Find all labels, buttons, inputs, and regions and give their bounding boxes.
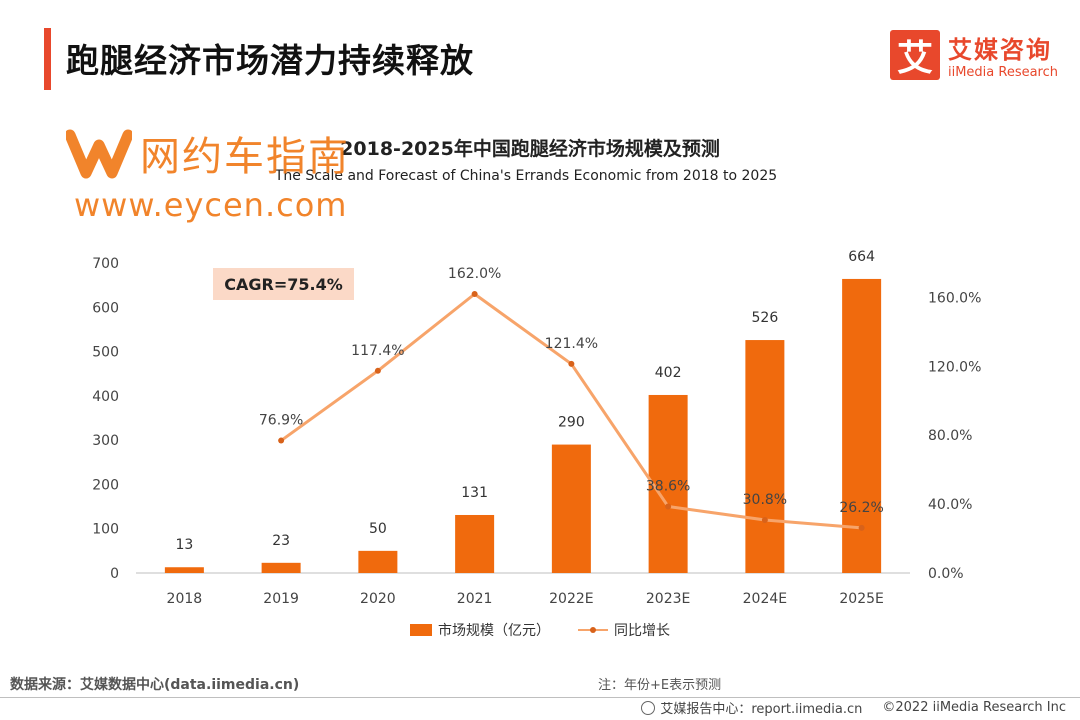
growth-label-2025E: 26.2% xyxy=(839,500,883,516)
copyright: ©2022 iiMedia Research Inc xyxy=(882,700,1066,715)
x-tick-label-0: 2018 xyxy=(167,591,203,607)
brand: 艾 艾媒咨询 iiMedia Research xyxy=(889,30,1058,80)
y2-tick-label-1: 40.0% xyxy=(928,497,972,513)
watermark-url: www.eycen.com xyxy=(74,186,348,224)
x-tick-label-6: 2024E xyxy=(743,591,787,607)
x-tick-label-2: 2020 xyxy=(360,591,396,607)
y2-tick-label-2: 80.0% xyxy=(928,428,972,444)
page-title: 跑腿经济市场潜力持续释放 xyxy=(66,41,474,80)
y2-tick-label-4: 160.0% xyxy=(928,290,981,306)
growth-label-2020: 117.4% xyxy=(351,343,404,359)
y-tick-label-4: 400 xyxy=(92,389,119,405)
growth-label-2024E: 30.8% xyxy=(743,492,787,508)
x-tick-label-7: 2025E xyxy=(839,591,883,607)
bar-2023E xyxy=(648,394,688,573)
watermark-brand-row: 网约车指南 xyxy=(66,124,350,182)
y-tick-label-6: 600 xyxy=(92,300,119,316)
growth-label-2021: 162.0% xyxy=(448,266,501,282)
x-tick-label-3: 2021 xyxy=(457,591,493,607)
forecast-note: 注：年份+E表示预测 xyxy=(598,678,722,693)
growth-point-2022E xyxy=(568,360,575,367)
report-center-icon xyxy=(641,700,656,715)
brand-name-en: iiMedia Research xyxy=(947,65,1058,80)
brand-name-cn: 艾媒咨询 xyxy=(947,36,1052,64)
growth-label-2023E: 38.6% xyxy=(646,479,690,495)
watermark: 网约车指南 www.eycen.com xyxy=(66,124,350,224)
y-tick-label-5: 500 xyxy=(92,345,119,361)
bar-label-2024E: 526 xyxy=(752,310,779,326)
bar-2019 xyxy=(261,562,301,573)
growth-label-2019: 76.9% xyxy=(259,413,303,429)
growth-point-2025E xyxy=(858,524,865,531)
legend-item-bar: 市场规模（亿元） xyxy=(410,620,550,640)
growth-point-2023E xyxy=(665,503,672,510)
y2-tick-label-0: 0.0% xyxy=(928,566,964,582)
brand-text: 艾媒咨询 iiMedia Research xyxy=(948,30,1058,80)
legend-label-line: 同比增长 xyxy=(614,623,670,639)
y-tick-label-2: 200 xyxy=(92,477,119,493)
y-tick-label-3: 300 xyxy=(92,433,119,449)
growth-point-2024E xyxy=(761,516,768,523)
bar-2022E xyxy=(551,444,591,573)
bar-label-2020: 50 xyxy=(369,521,387,537)
bar-2021 xyxy=(455,514,495,573)
bar-2020 xyxy=(358,550,398,573)
legend-swatch-bar xyxy=(410,624,432,636)
bar-label-2019: 23 xyxy=(272,533,290,549)
chart-subtitle: The Scale and Forecast of China's Errand… xyxy=(274,168,778,184)
report-center: 艾媒报告中心：report.iimedia.cn xyxy=(660,702,863,717)
bar-2025E xyxy=(842,278,882,573)
x-tick-label-1: 2019 xyxy=(263,591,299,607)
growth-point-2021 xyxy=(471,291,478,297)
legend: 市场规模（亿元） 同比增长 xyxy=(0,620,1080,640)
x-tick-label-5: 2023E xyxy=(646,591,690,607)
legend-swatch-line xyxy=(578,624,608,636)
title-accent-bar xyxy=(44,28,51,90)
legend-item-line: 同比增长 xyxy=(578,620,670,640)
brand-logo: 艾 xyxy=(889,30,940,80)
chart-title: 2018-2025年中国跑腿经济市场规模及预测 xyxy=(340,138,720,160)
x-tick-label-4: 2022E xyxy=(549,591,593,607)
y-tick-label-1: 100 xyxy=(92,522,119,538)
growth-label-2022E: 121.4% xyxy=(545,336,598,352)
data-source: 数据来源：艾媒数据中心(data.iimedia.cn) xyxy=(10,677,300,693)
y-tick-label-7: 700 xyxy=(92,256,119,272)
footer-divider xyxy=(0,697,1080,698)
legend-label-bar: 市场规模（亿元） xyxy=(438,623,550,639)
watermark-cn: 网约车指南 xyxy=(140,134,350,180)
bar-label-2025E: 664 xyxy=(848,249,875,265)
y2-tick-label-3: 120.0% xyxy=(928,359,981,375)
growth-point-2020 xyxy=(374,367,381,374)
w-logo-icon xyxy=(66,129,132,179)
bar-label-2018: 13 xyxy=(175,537,193,553)
bar-2024E xyxy=(745,340,785,573)
bar-label-2022E: 290 xyxy=(558,415,585,431)
bar-2018 xyxy=(164,567,204,573)
cagr-badge: CAGR=75.4% xyxy=(213,268,354,300)
growth-point-2019 xyxy=(278,437,285,444)
bar-label-2023E: 402 xyxy=(655,365,682,381)
y-tick-label-0: 0 xyxy=(110,566,119,582)
footer-right: 艾媒报告中心：report.iimedia.cn ©2022 iiMedia R… xyxy=(641,698,1066,717)
bar-label-2021: 131 xyxy=(461,485,488,501)
